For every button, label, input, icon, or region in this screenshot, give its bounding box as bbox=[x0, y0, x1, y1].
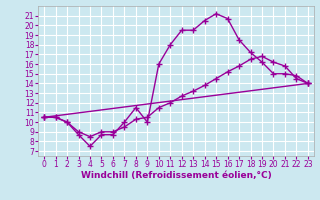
X-axis label: Windchill (Refroidissement éolien,°C): Windchill (Refroidissement éolien,°C) bbox=[81, 171, 271, 180]
